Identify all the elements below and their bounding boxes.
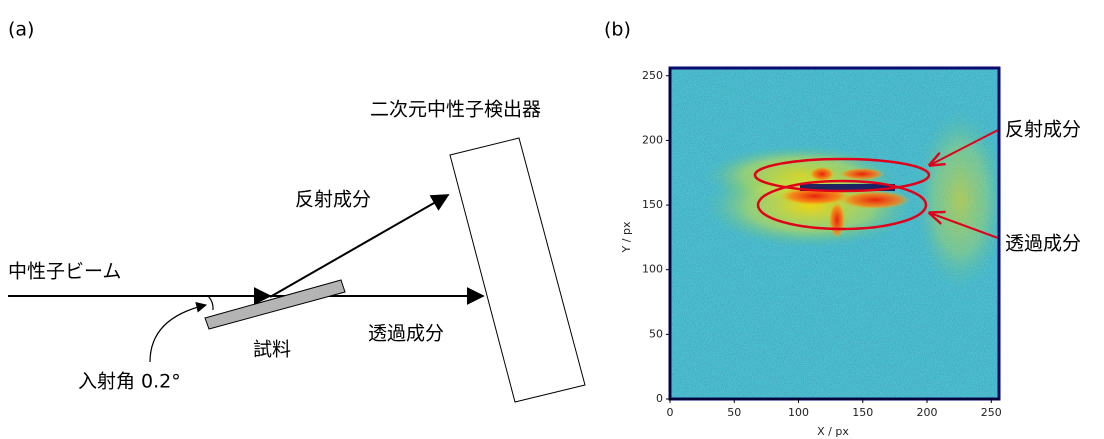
angle-pointer <box>150 305 206 362</box>
x-tick-label: 150 <box>852 406 873 419</box>
y-tick-label: 100 <box>642 263 663 276</box>
y-tick-label: 150 <box>642 198 663 211</box>
y-tick-label: 50 <box>649 327 663 340</box>
detector <box>450 138 585 402</box>
detector-label: 二次元中性子検出器 <box>370 99 541 121</box>
sample-label: 試料 <box>253 339 291 361</box>
panel-label: (a) <box>8 19 34 41</box>
angle-label: 入射角 0.2° <box>78 371 181 393</box>
angle-arc <box>208 296 213 310</box>
panel-label: (b) <box>604 19 631 41</box>
figure: (a) 二次元中性子検出器 反射成分 中性子ビーム 試料 透過成分 入射角 0.… <box>0 0 1104 439</box>
annotation-label: 反射成分 <box>1005 119 1081 141</box>
heatmap-spot <box>829 202 845 238</box>
transmitted-label: 透過成分 <box>368 323 444 345</box>
x-tick-label: 50 <box>727 406 741 419</box>
reflected-label: 反射成分 <box>295 189 371 211</box>
x-tick-label: 100 <box>788 406 809 419</box>
y-tick-label: 0 <box>656 392 663 405</box>
x-tick-label: 250 <box>981 406 1002 419</box>
x-tick-label: 200 <box>917 406 938 419</box>
beam-label: 中性子ビーム <box>8 261 121 283</box>
y-tick-label: 200 <box>642 133 663 146</box>
heatmap-glow <box>915 110 1005 290</box>
sample <box>205 280 345 329</box>
x-tick-label: 0 <box>667 406 674 419</box>
y-axis-label: Y / px <box>620 221 633 253</box>
y-tick-label: 250 <box>642 69 663 82</box>
heatmap-spot <box>840 191 910 209</box>
heatmap-spot <box>810 167 834 181</box>
heatmap <box>670 68 1005 399</box>
annotation-label: 透過成分 <box>1005 233 1081 255</box>
heatmap-spot <box>840 168 884 180</box>
x-axis-label: X / px <box>817 425 849 438</box>
